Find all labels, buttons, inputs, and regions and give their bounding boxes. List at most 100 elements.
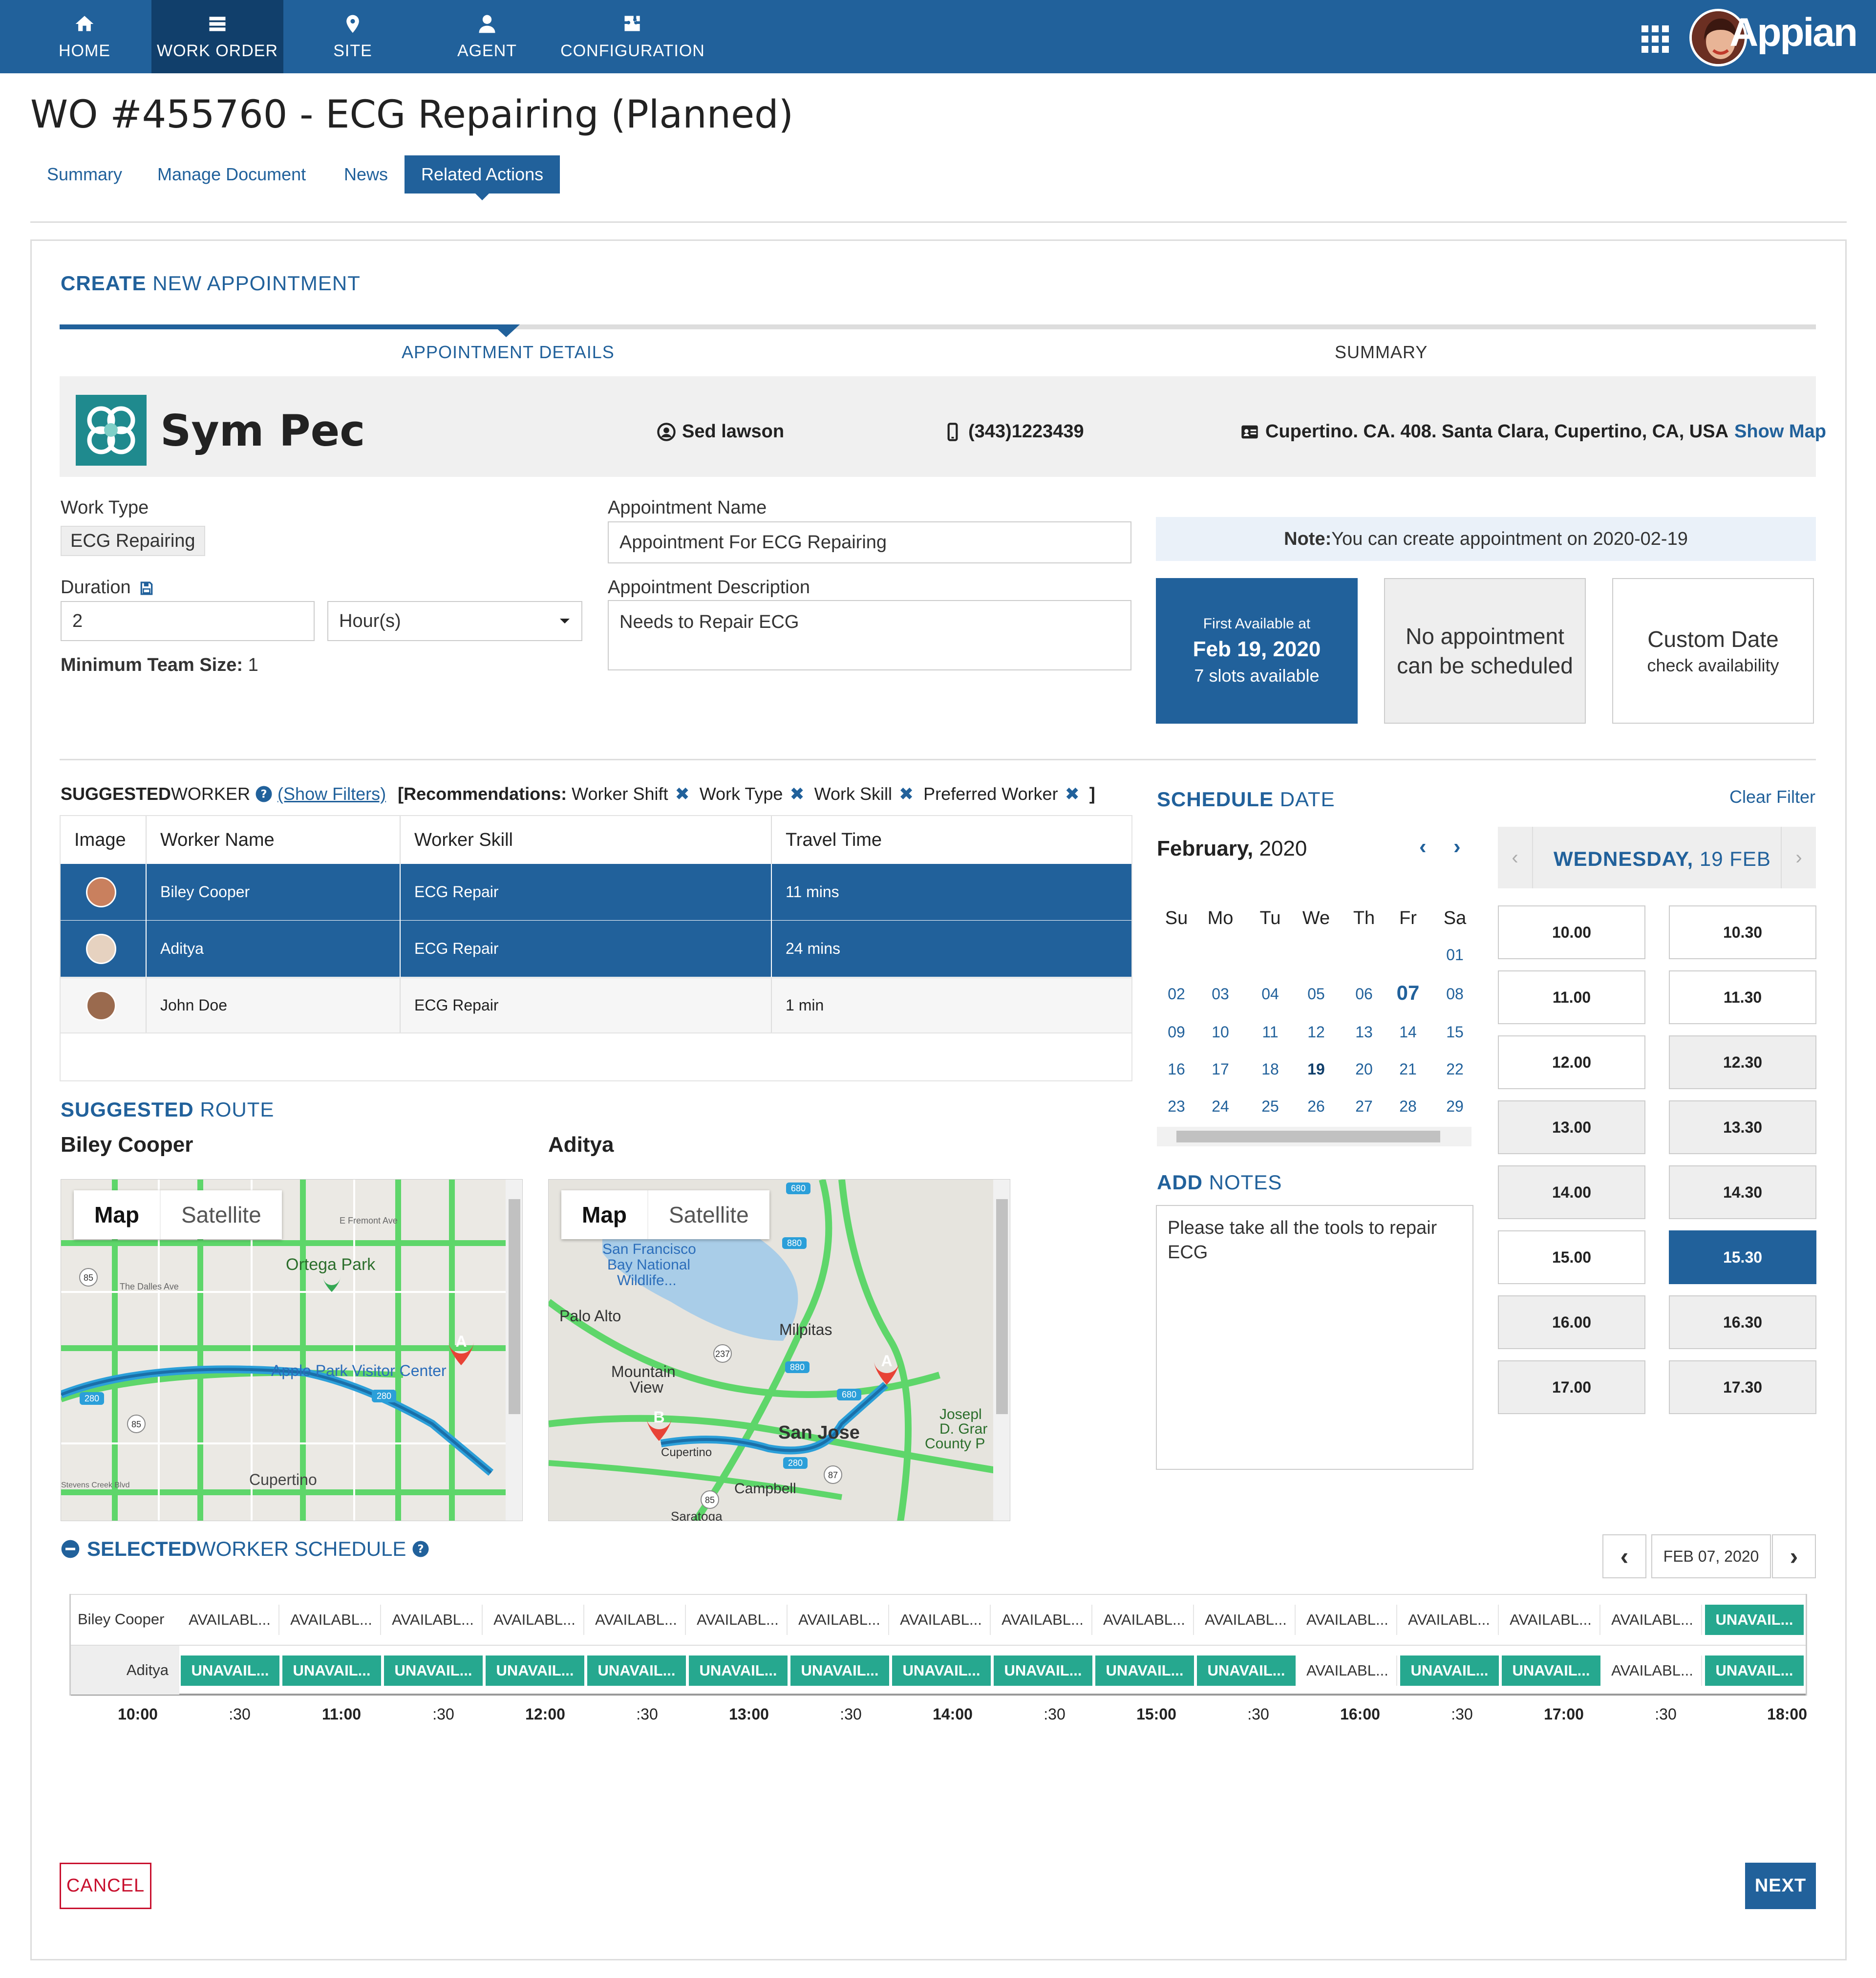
show-map-link[interactable]: Show Map	[1734, 421, 1826, 442]
calendar-day[interactable]: 09	[1168, 1023, 1185, 1041]
slot-unavailable[interactable]: UNAVAIL...	[1705, 1656, 1804, 1686]
slot-available[interactable]: AVAILABL...	[790, 1605, 889, 1635]
time-slot[interactable]: 11.00	[1498, 970, 1645, 1024]
time-slot[interactable]: 13.00	[1498, 1100, 1645, 1154]
calendar-day[interactable]: 13	[1355, 1023, 1373, 1041]
show-filters-link[interactable]: (Show Filters)	[277, 784, 386, 804]
calendar-day[interactable]: 07	[1396, 981, 1420, 1004]
slot-unavailable[interactable]: UNAVAIL...	[1197, 1656, 1296, 1686]
slot-available[interactable]: AVAILABL...	[282, 1605, 381, 1635]
step-summary[interactable]: SUMMARY	[1335, 342, 1428, 362]
app-grid-icon[interactable]	[1642, 25, 1669, 53]
slot-available[interactable]: AVAILABL...	[1603, 1605, 1702, 1635]
notes-textarea[interactable]: Please take all the tools to repair ECG	[1156, 1205, 1473, 1470]
calendar-day[interactable]: 08	[1446, 985, 1464, 1003]
slot-unavailable[interactable]: UNAVAIL...	[282, 1656, 381, 1686]
user-avatar[interactable]	[1689, 9, 1747, 66]
appointment-name-input[interactable]: Appointment For ECG Repairing	[608, 521, 1131, 563]
nav-configuration[interactable]: CONFIGURATION	[560, 0, 704, 73]
calendar-scroll-thumb[interactable]	[1176, 1131, 1440, 1142]
time-slot[interactable]: 10.30	[1669, 905, 1816, 959]
table-row[interactable]: John Doe ECG Repair 1 min	[61, 977, 1131, 1033]
schedule-date-display[interactable]: FEB 07, 2020	[1651, 1534, 1771, 1578]
time-slot[interactable]: 12.00	[1498, 1035, 1645, 1089]
slot-unavailable[interactable]: UNAVAIL...	[1400, 1656, 1499, 1686]
slot-available[interactable]: AVAILABL...	[1197, 1605, 1296, 1635]
nav-home[interactable]: HOME	[19, 0, 150, 73]
time-slot[interactable]: 12.30	[1669, 1035, 1816, 1089]
remove-preferred-worker-icon[interactable]: ✖	[1065, 784, 1080, 804]
time-slot[interactable]: 17.00	[1498, 1360, 1645, 1414]
calendar-day[interactable]: 27	[1355, 1097, 1373, 1115]
calendar-day[interactable]: 22	[1446, 1060, 1464, 1078]
clear-filter-link[interactable]: Clear Filter	[1729, 787, 1816, 807]
schedule-prev-icon[interactable]: ‹	[1602, 1534, 1646, 1578]
map-1-satellite-button[interactable]: Satellite	[160, 1190, 282, 1239]
slot-available[interactable]: AVAILABL...	[1400, 1605, 1499, 1635]
slot-unavailable[interactable]: UNAVAIL...	[1705, 1605, 1804, 1635]
calendar-day[interactable]: 11	[1262, 1023, 1279, 1041]
time-slot[interactable]: 14.00	[1498, 1165, 1645, 1219]
calendar-prev-month-icon[interactable]: ‹	[1419, 835, 1427, 859]
time-slot[interactable]: 17.30	[1669, 1360, 1816, 1414]
next-day-icon[interactable]: ›	[1781, 827, 1816, 888]
help-icon[interactable]: ?	[412, 1540, 429, 1558]
calendar-day[interactable]: 28	[1399, 1097, 1417, 1115]
help-icon[interactable]: ?	[255, 785, 273, 803]
calendar-day[interactable]: 05	[1307, 985, 1325, 1003]
slot-unavailable[interactable]: UNAVAIL...	[1095, 1656, 1194, 1686]
collapse-icon[interactable]	[61, 1539, 80, 1559]
slot-available[interactable]: AVAILABL...	[689, 1605, 788, 1635]
time-slot[interactable]: 10.00	[1498, 905, 1645, 959]
table-row[interactable]: Aditya ECG Repair 24 mins	[61, 921, 1131, 977]
slot-available[interactable]: AVAILABL...	[1502, 1605, 1600, 1635]
cancel-button[interactable]: CANCEL	[60, 1863, 151, 1909]
calendar-next-month-icon[interactable]: ›	[1453, 835, 1461, 859]
time-slot[interactable]: 11.30	[1669, 970, 1816, 1024]
time-slot[interactable]: 15.00	[1498, 1230, 1645, 1284]
calendar-day[interactable]: 06	[1355, 985, 1373, 1003]
tab-news[interactable]: News	[344, 164, 388, 184]
slot-unavailable[interactable]: UNAVAIL...	[587, 1656, 686, 1686]
calendar-day[interactable]: 26	[1307, 1097, 1325, 1115]
slot-available[interactable]: AVAILABL...	[1299, 1656, 1397, 1686]
slot-available[interactable]: AVAILABL...	[181, 1605, 279, 1635]
calendar-day[interactable]: 03	[1212, 985, 1229, 1003]
nav-site[interactable]: SITE	[287, 0, 419, 73]
calendar-day[interactable]: 01	[1446, 946, 1464, 964]
prev-day-icon[interactable]: ‹	[1498, 827, 1533, 888]
time-slot[interactable]: 14.30	[1669, 1165, 1816, 1219]
calendar-day[interactable]: 04	[1261, 985, 1279, 1003]
schedule-next-icon[interactable]: ›	[1772, 1534, 1816, 1578]
custom-date-option[interactable]: Custom Date check availability	[1612, 578, 1814, 724]
slot-available[interactable]: AVAILABL...	[892, 1605, 991, 1635]
time-slot[interactable]: 16.00	[1498, 1295, 1645, 1349]
slot-available[interactable]: AVAILABL...	[1095, 1605, 1194, 1635]
duration-unit-select[interactable]: Hour(s)	[327, 601, 582, 641]
calendar-day[interactable]: 25	[1261, 1097, 1279, 1115]
slot-available[interactable]: AVAILABL...	[587, 1605, 686, 1635]
calendar-day[interactable]: 14	[1399, 1023, 1417, 1041]
slot-available[interactable]: AVAILABL...	[384, 1605, 483, 1635]
calendar-day[interactable]: 21	[1399, 1060, 1417, 1078]
duration-input[interactable]: 2	[61, 601, 315, 641]
nav-work-order[interactable]: WORK ORDER	[151, 0, 283, 73]
slot-unavailable[interactable]: UNAVAIL...	[384, 1656, 483, 1686]
no-appointment-option[interactable]: No appointment can be scheduled	[1384, 578, 1586, 724]
route-map-1[interactable]: A Ortega Park Apple Park Visitor Center …	[61, 1179, 523, 1521]
step-appointment-details[interactable]: APPOINTMENT DETAILS	[402, 342, 615, 362]
nav-agent[interactable]: AGENT	[421, 0, 553, 73]
slot-available[interactable]: AVAILABL...	[994, 1605, 1092, 1635]
tab-related-actions[interactable]: Related Actions	[405, 155, 560, 200]
calendar-day[interactable]: 12	[1307, 1023, 1325, 1041]
calendar-day[interactable]: 02	[1168, 985, 1185, 1003]
map-2-satellite-button[interactable]: Satellite	[647, 1190, 769, 1239]
remove-worker-shift-icon[interactable]: ✖	[675, 784, 690, 804]
calendar-day[interactable]: 20	[1355, 1060, 1373, 1078]
appointment-description-textarea[interactable]: Needs to Repair ECG	[608, 600, 1131, 670]
time-slot[interactable]: 13.30	[1669, 1100, 1816, 1154]
calendar-day[interactable]: 15	[1446, 1023, 1464, 1041]
slot-unavailable[interactable]: UNAVAIL...	[1502, 1656, 1600, 1686]
calendar-scrollbar[interactable]	[1157, 1127, 1471, 1146]
slot-available[interactable]: AVAILABL...	[1603, 1656, 1702, 1686]
